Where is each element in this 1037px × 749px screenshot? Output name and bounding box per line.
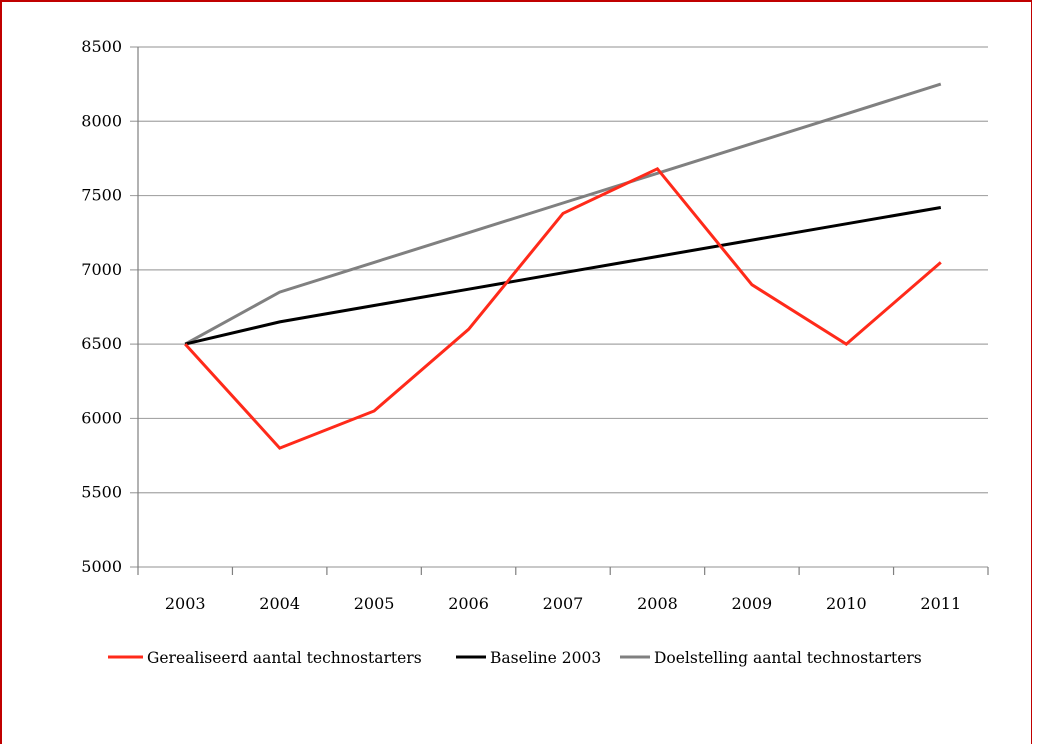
series-lines — [184, 82, 942, 450]
legend: Gerealiseerd aantal technostarters Baseli… — [108, 649, 922, 667]
legend-label-1: Gerealiseerd aantal technostarters — [147, 649, 422, 667]
y-tick-label: 6500 — [81, 334, 122, 353]
y-tick-label: 5500 — [81, 483, 122, 502]
y-tick-labels: 5000 5500 6000 6500 7000 7500 8000 8500 — [81, 37, 122, 576]
y-tick-label: 8500 — [81, 37, 122, 56]
x-tick-labels: 2003 2004 2005 2006 2007 2008 2009 2010 2011 — [165, 594, 961, 613]
y-tick-label: 7500 — [81, 186, 122, 205]
x-tick-label: 2008 — [637, 594, 678, 613]
x-tick-label: 2003 — [165, 594, 206, 613]
axes — [137, 47, 989, 575]
y-tick-label: 7000 — [81, 260, 122, 279]
x-tick-label: 2010 — [826, 594, 867, 613]
x-tick-label: 2007 — [543, 594, 584, 613]
legend-label-3: Doelstelling aantal technostarters — [654, 649, 922, 667]
series-line-1 — [184, 166, 942, 450]
x-tick-label: 2009 — [732, 594, 773, 613]
gridlines — [130, 46, 988, 568]
chart-background — [49, 22, 1007, 682]
x-tick-label: 2004 — [259, 594, 300, 613]
y-tick-label: 6000 — [81, 408, 122, 427]
y-tick-label: 5000 — [81, 557, 122, 576]
series-line-3 — [184, 82, 942, 346]
legend-label-2: Baseline 2003 — [490, 649, 601, 667]
x-tick-label: 2005 — [354, 594, 395, 613]
y-tick-label: 8000 — [81, 111, 122, 130]
x-tick-label: 2006 — [448, 594, 489, 613]
series-line-2 — [184, 206, 942, 346]
x-tick-label: 2011 — [920, 594, 961, 613]
